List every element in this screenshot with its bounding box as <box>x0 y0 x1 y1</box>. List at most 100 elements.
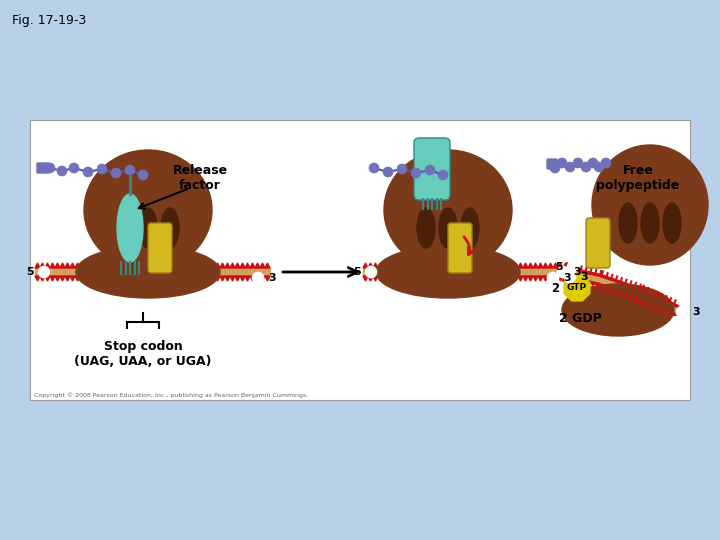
Polygon shape <box>518 276 523 281</box>
Text: 3: 3 <box>268 273 276 283</box>
Polygon shape <box>463 263 468 268</box>
Polygon shape <box>518 263 523 268</box>
Ellipse shape <box>592 145 708 265</box>
Polygon shape <box>105 263 110 268</box>
Circle shape <box>97 164 107 174</box>
Polygon shape <box>438 263 443 268</box>
Polygon shape <box>373 276 378 281</box>
Polygon shape <box>428 276 433 281</box>
Polygon shape <box>493 276 498 281</box>
Polygon shape <box>85 276 90 281</box>
Polygon shape <box>453 276 458 281</box>
Polygon shape <box>483 263 488 268</box>
Polygon shape <box>260 276 265 281</box>
Polygon shape <box>105 276 110 281</box>
Polygon shape <box>125 276 130 281</box>
Polygon shape <box>35 263 40 268</box>
Polygon shape <box>95 276 100 281</box>
Polygon shape <box>80 276 85 281</box>
Polygon shape <box>538 263 543 268</box>
Circle shape <box>111 168 121 178</box>
Ellipse shape <box>663 203 681 243</box>
Circle shape <box>397 164 407 174</box>
Ellipse shape <box>117 194 143 262</box>
Polygon shape <box>75 263 80 268</box>
Polygon shape <box>190 276 195 281</box>
Polygon shape <box>498 276 503 281</box>
Circle shape <box>564 272 575 282</box>
Polygon shape <box>533 276 538 281</box>
Polygon shape <box>225 263 230 268</box>
Circle shape <box>83 167 93 177</box>
Polygon shape <box>378 263 383 268</box>
Polygon shape <box>453 263 458 268</box>
Polygon shape <box>190 263 195 268</box>
Circle shape <box>581 162 591 172</box>
Polygon shape <box>548 263 553 268</box>
Text: 3: 3 <box>573 267 580 277</box>
Polygon shape <box>70 263 75 268</box>
Circle shape <box>138 170 148 180</box>
Polygon shape <box>523 263 528 268</box>
Circle shape <box>253 273 264 284</box>
Ellipse shape <box>619 203 637 243</box>
Polygon shape <box>100 263 105 268</box>
Polygon shape <box>145 276 150 281</box>
Polygon shape <box>215 263 220 268</box>
Polygon shape <box>553 263 558 268</box>
Polygon shape <box>130 263 135 268</box>
FancyBboxPatch shape <box>547 159 557 169</box>
Polygon shape <box>413 263 418 268</box>
Polygon shape <box>125 263 130 268</box>
Polygon shape <box>180 276 185 281</box>
Polygon shape <box>100 276 105 281</box>
Polygon shape <box>120 263 125 268</box>
Polygon shape <box>65 263 70 268</box>
Polygon shape <box>135 276 140 281</box>
Polygon shape <box>215 276 220 281</box>
Circle shape <box>438 170 448 180</box>
Polygon shape <box>443 263 448 268</box>
Polygon shape <box>160 276 165 281</box>
Polygon shape <box>498 263 503 268</box>
Polygon shape <box>225 276 230 281</box>
Polygon shape <box>448 263 453 268</box>
Polygon shape <box>170 276 175 281</box>
Polygon shape <box>55 276 60 281</box>
Polygon shape <box>35 276 40 281</box>
Polygon shape <box>195 263 200 268</box>
Polygon shape <box>508 263 513 268</box>
FancyBboxPatch shape <box>448 223 472 273</box>
Polygon shape <box>468 263 473 268</box>
Ellipse shape <box>161 208 179 248</box>
Polygon shape <box>220 263 225 268</box>
Polygon shape <box>250 263 255 268</box>
Polygon shape <box>363 263 368 268</box>
Circle shape <box>366 267 377 278</box>
Polygon shape <box>150 276 155 281</box>
FancyBboxPatch shape <box>148 223 172 273</box>
Polygon shape <box>478 263 483 268</box>
Polygon shape <box>185 263 190 268</box>
Polygon shape <box>60 276 65 281</box>
Text: 3: 3 <box>692 307 700 317</box>
Polygon shape <box>433 276 438 281</box>
Polygon shape <box>468 276 473 281</box>
Polygon shape <box>40 276 45 281</box>
Circle shape <box>425 165 435 175</box>
Text: 5: 5 <box>555 262 563 272</box>
Circle shape <box>677 307 688 318</box>
Polygon shape <box>393 276 398 281</box>
Polygon shape <box>488 263 493 268</box>
Ellipse shape <box>384 150 512 270</box>
Polygon shape <box>448 276 453 281</box>
Polygon shape <box>185 276 190 281</box>
Circle shape <box>38 267 50 278</box>
Polygon shape <box>463 276 468 281</box>
Polygon shape <box>130 276 135 281</box>
Polygon shape <box>418 276 423 281</box>
Ellipse shape <box>641 203 659 243</box>
Polygon shape <box>543 276 548 281</box>
Polygon shape <box>80 263 85 268</box>
Text: 2 GDP: 2 GDP <box>559 312 601 325</box>
